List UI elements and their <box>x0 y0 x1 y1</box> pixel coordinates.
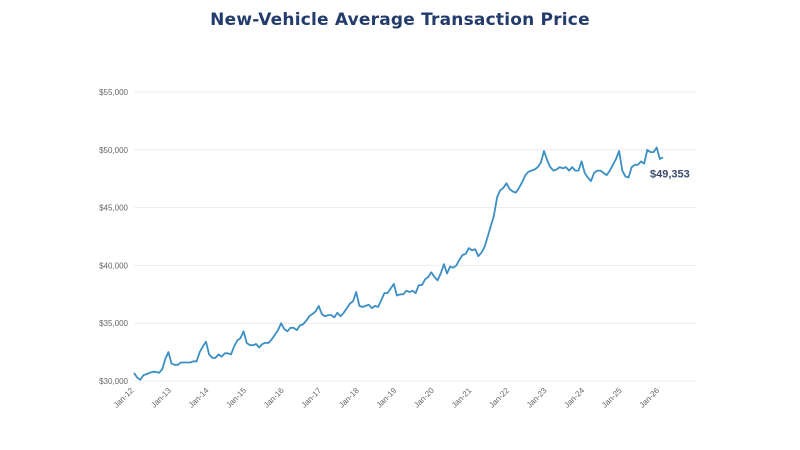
x-tick-label: Jan-26 <box>638 386 662 410</box>
y-tick-label: $45,000 <box>99 204 128 213</box>
x-axis-ticks: Jan-12 Jan-13 Jan-14 Jan-15 Jan-16 Jan-17 Jan-… <box>112 386 662 410</box>
series-line <box>133 146 664 381</box>
x-tick-label: Jan-22 <box>487 386 511 410</box>
x-tick-label: Jan-21 <box>450 386 474 410</box>
x-tick-label: Jan-13 <box>149 386 173 410</box>
y-tick-label: $50,000 <box>99 146 128 155</box>
y-tick-label: $40,000 <box>99 261 128 270</box>
x-tick-label: Jan-15 <box>224 386 248 410</box>
chart-title: New-Vehicle Average Transaction Price <box>210 10 590 30</box>
x-tick-label: Jan-18 <box>337 386 361 410</box>
last-value-label: $49,353 <box>650 168 690 180</box>
x-tick-label: Jan-23 <box>525 386 549 410</box>
gridlines <box>134 91 697 382</box>
x-tick-label: Jan-16 <box>262 386 286 410</box>
x-tick-label: Jan-17 <box>300 386 324 410</box>
y-tick-label: $35,000 <box>99 319 128 328</box>
x-tick-label: Jan-20 <box>412 386 436 410</box>
x-tick-label: Jan-24 <box>562 386 586 410</box>
x-tick-label: Jan-25 <box>600 386 624 410</box>
y-tick-label: $30,000 <box>99 377 128 386</box>
x-tick-label: Jan-14 <box>187 386 211 410</box>
y-tick-label: $55,000 <box>99 88 128 97</box>
x-tick-label: Jan-12 <box>112 386 136 410</box>
x-tick-label: Jan-19 <box>375 386 399 410</box>
y-axis-ticks: $30,000 $35,000 $40,000 $45,000 $50,000 $55,0… <box>99 88 128 386</box>
